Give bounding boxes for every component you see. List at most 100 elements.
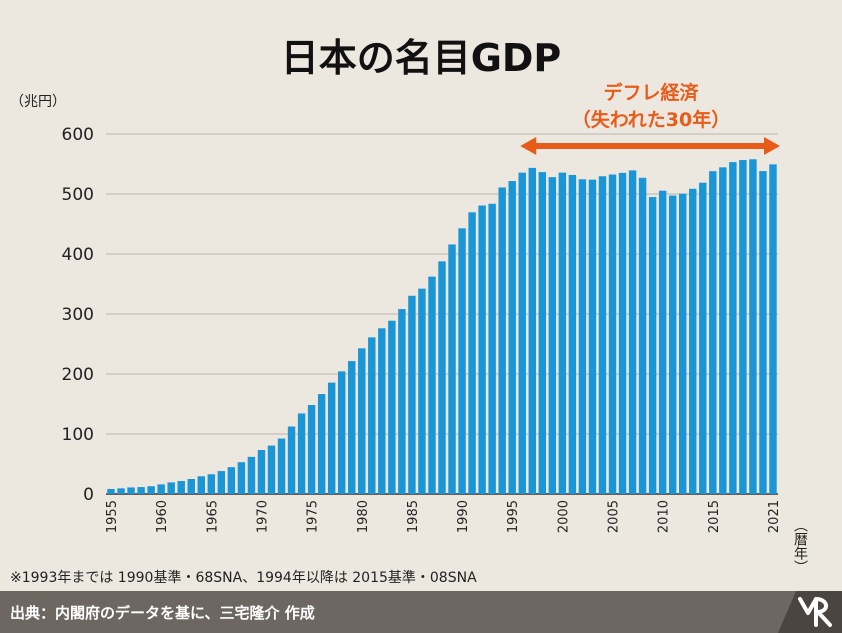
x-tick-1995: 1995 — [506, 500, 521, 533]
bar-2010 — [658, 190, 667, 494]
y-tick-400: 400 — [62, 245, 94, 265]
bar-2021 — [769, 164, 777, 495]
bar-2004 — [598, 176, 607, 495]
footer-bar: 出典：内閣府のデータを基に、三宅隆介 作成 — [0, 591, 842, 633]
bar-1994 — [498, 187, 506, 494]
mr-logo-icon — [778, 591, 842, 633]
bar-1974 — [297, 413, 306, 494]
bar-2016 — [719, 167, 727, 495]
bar-1989 — [448, 244, 456, 494]
bar-2007 — [628, 170, 637, 495]
bar-1965 — [207, 474, 216, 494]
y-tick-labels: 0 100 200 300 400 500 600 — [62, 125, 94, 505]
y-tick-600: 600 — [62, 125, 94, 145]
bar-1959 — [147, 486, 155, 494]
bar-1975 — [307, 405, 316, 494]
bar-1967 — [227, 467, 236, 494]
bar-1987 — [428, 276, 436, 494]
x-tick-1970: 1970 — [255, 500, 270, 533]
y-tick-200: 200 — [62, 365, 94, 385]
bar-2013 — [689, 188, 697, 494]
bar-2006 — [618, 172, 627, 494]
x-axis-unit-label: （暦年） — [792, 518, 808, 574]
bar-1963 — [187, 479, 195, 494]
x-tick-2021: 2021 — [767, 500, 782, 533]
bar-1980 — [358, 348, 366, 494]
bar-2003 — [588, 179, 597, 494]
bar-2019 — [749, 159, 757, 494]
source-credit: 出典：内閣府のデータを基に、三宅隆介 作成 — [10, 604, 315, 622]
bar-1982 — [378, 328, 386, 494]
bar-1996 — [518, 172, 526, 494]
bar-2017 — [729, 162, 737, 494]
bar-1978 — [337, 371, 346, 494]
bar-2008 — [638, 177, 647, 495]
bar-2000 — [558, 172, 567, 494]
bar-1991 — [468, 212, 476, 495]
bar-1995 — [508, 181, 516, 495]
bar-1984 — [398, 309, 406, 494]
x-tick-1975: 1975 — [306, 500, 321, 533]
gdp-chart: 日本の名目GDP （兆円） 0 100 200 300 400 500 600 1955 19… — [10, 36, 808, 574]
basis-note: ※1993年までは 1990基準・68SNA、1994年以降は 2015基準・0… — [10, 570, 477, 586]
bar-1988 — [438, 261, 446, 494]
x-tick-2005: 2005 — [607, 500, 622, 533]
bar-2015 — [709, 171, 717, 494]
bar-1955 — [107, 488, 115, 494]
bar-1964 — [197, 476, 205, 494]
bar-1999 — [548, 177, 557, 494]
bar-2014 — [699, 182, 707, 494]
bar-1973 — [287, 426, 296, 494]
bar-1998 — [538, 172, 547, 494]
bar-1997 — [528, 167, 536, 494]
y-tick-0: 0 — [83, 485, 94, 505]
x-tick-2000: 2000 — [556, 500, 571, 533]
bar-1972 — [277, 438, 286, 494]
deflation-period-arrow — [520, 137, 781, 155]
bar-1961 — [167, 482, 175, 494]
bar-1956 — [117, 488, 125, 494]
x-tick-1980: 1980 — [356, 500, 371, 533]
bar-1985 — [408, 295, 416, 494]
bar-2009 — [648, 197, 657, 494]
x-tick-1955: 1955 — [105, 500, 120, 533]
bar-1992 — [478, 205, 486, 494]
bar-1981 — [368, 337, 376, 494]
deflation-annotation: デフレ経済 （失われた30年） — [520, 81, 781, 155]
bar-1983 — [388, 320, 396, 494]
bar-1962 — [177, 481, 185, 494]
x-tick-2015: 2015 — [707, 500, 722, 533]
bar-2011 — [668, 195, 677, 494]
bar-1993 — [488, 203, 496, 494]
bar-1958 — [137, 487, 145, 494]
bar-1979 — [348, 361, 356, 494]
chart-title: 日本の名目GDP — [281, 36, 562, 80]
x-tick-1990: 1990 — [456, 500, 471, 533]
bar-2005 — [608, 174, 617, 494]
annotation-line2: （失われた30年） — [572, 108, 731, 131]
x-tick-1960: 1960 — [155, 500, 170, 533]
annotation-line1: デフレ経済 — [603, 81, 699, 104]
bar-1986 — [418, 288, 426, 494]
bar-1977 — [327, 382, 336, 494]
bar-1970 — [257, 450, 266, 494]
bar-1960 — [157, 484, 165, 494]
bar-2018 — [739, 160, 747, 495]
bar-1957 — [127, 487, 135, 494]
x-tick-2010: 2010 — [657, 500, 672, 533]
x-tick-1985: 1985 — [406, 500, 421, 533]
bar-1990 — [458, 228, 466, 494]
x-tick-1965: 1965 — [205, 500, 220, 533]
bar-1971 — [267, 445, 276, 494]
bar-1969 — [247, 456, 256, 494]
bar-1976 — [317, 394, 326, 494]
bar-2012 — [679, 193, 687, 494]
y-axis-unit-label: （兆円） — [10, 94, 66, 110]
y-tick-100: 100 — [62, 425, 94, 445]
bar-2002 — [578, 179, 587, 495]
bar-2001 — [568, 174, 577, 495]
y-tick-300: 300 — [62, 305, 94, 325]
bar-series — [107, 159, 777, 495]
bar-2020 — [759, 171, 767, 494]
y-tick-500: 500 — [62, 185, 94, 205]
